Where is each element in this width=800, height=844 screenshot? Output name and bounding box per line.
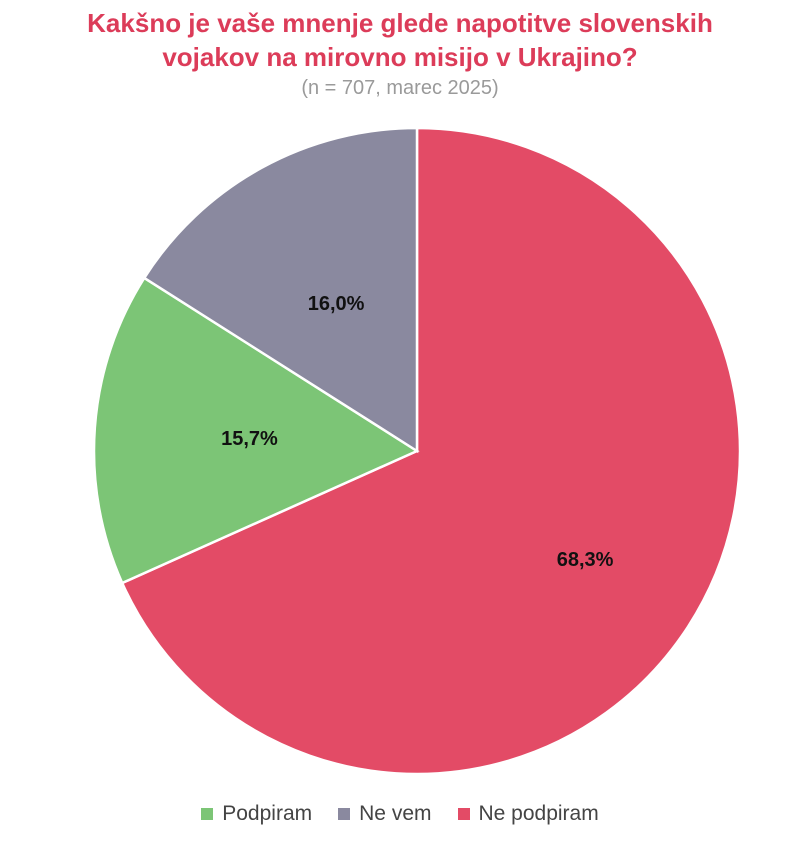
pie-label-ne-vem: 16,0% <box>308 293 365 315</box>
pie-slice-ne-vem <box>142 126 419 454</box>
legend-item-ne-podpiram: Ne podpiram <box>457 802 599 826</box>
pie-labels: 68,3% 15,7% 16,0% <box>221 293 614 571</box>
chart-title-line-1: Kakšno je vaše mnenje glede napotitve sl… <box>87 8 713 38</box>
chart-title-line-2: vojakov na mirovno misijo v Ukrajino? <box>162 42 638 72</box>
pie-slice-ne-podpiram <box>120 126 742 776</box>
chart-title: Kakšno je vaše mnenje glede napotitve sl… <box>0 6 800 74</box>
chart-legend: Podpiram Ne vem Ne podpiram <box>0 802 800 826</box>
legend-label-ne-podpiram: Ne podpiram <box>478 802 599 825</box>
legend-label-ne-vem: Ne vem <box>359 802 432 825</box>
legend-swatch-ne-podpiram <box>457 808 470 820</box>
chart-subtitle: (n = 707, marec 2025) <box>301 77 499 99</box>
legend-item-podpiram: Podpiram <box>201 802 312 826</box>
pie-slice-podpiram <box>92 276 420 585</box>
pie-slices <box>92 126 742 776</box>
legend-item-ne-vem: Ne vem <box>338 802 432 826</box>
pie-label-podpiram: 15,7% <box>221 428 278 450</box>
legend-swatch-podpiram <box>201 808 214 820</box>
pie-label-ne-podpiram: 68,3% <box>557 549 614 571</box>
legend-label-podpiram: Podpiram <box>222 802 313 825</box>
legend-swatch-ne-vem <box>338 808 351 820</box>
